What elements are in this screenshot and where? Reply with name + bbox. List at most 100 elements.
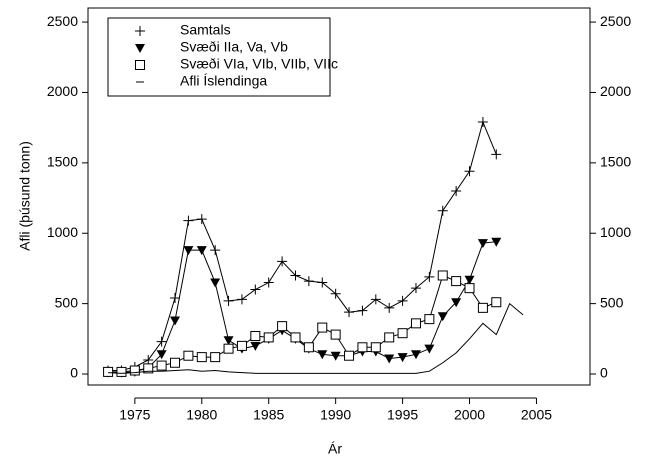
marker-triangle bbox=[451, 298, 462, 308]
marker-triangle bbox=[424, 344, 435, 354]
marker-triangle bbox=[183, 246, 194, 256]
marker-square bbox=[250, 331, 261, 342]
marker-plus bbox=[170, 293, 181, 303]
marker-plus bbox=[317, 277, 328, 288]
marker-triangle bbox=[223, 336, 234, 346]
marker-triangle bbox=[491, 237, 502, 247]
y2-tick-label: 500 bbox=[600, 294, 624, 310]
x-axis-label: Ár bbox=[328, 441, 342, 457]
marker-plus bbox=[263, 277, 274, 288]
y-tick-label: 1000 bbox=[47, 224, 78, 240]
marker-plus bbox=[397, 295, 408, 306]
legend-label: Svæði IIa, Va, Vb bbox=[180, 39, 288, 55]
marker-triangle bbox=[464, 275, 475, 285]
marker-plus bbox=[223, 295, 234, 306]
marker-plus bbox=[437, 205, 448, 216]
marker-plus bbox=[410, 283, 421, 294]
marker-plus bbox=[210, 245, 221, 256]
marker-square bbox=[210, 352, 221, 363]
legend-swatch bbox=[135, 60, 145, 70]
marker-triangle bbox=[330, 351, 341, 361]
series-line bbox=[108, 120, 497, 371]
marker-square bbox=[143, 363, 154, 374]
marker-square bbox=[317, 322, 328, 333]
marker-triangle bbox=[250, 341, 261, 351]
marker-square bbox=[303, 342, 314, 353]
marker-plus bbox=[464, 166, 475, 177]
marker-plus bbox=[183, 215, 194, 226]
marker-plus bbox=[370, 294, 381, 305]
y-tick-label: 2500 bbox=[47, 13, 78, 29]
marker-square bbox=[277, 321, 288, 332]
marker-plus bbox=[477, 117, 488, 128]
marker-square bbox=[464, 283, 475, 294]
marker-square bbox=[223, 343, 234, 354]
marker-plus bbox=[196, 214, 207, 225]
marker-square bbox=[129, 365, 140, 376]
marker-square bbox=[103, 366, 114, 377]
series-line bbox=[108, 274, 497, 373]
y2-tick-label: 1500 bbox=[600, 154, 631, 170]
marker-square bbox=[370, 342, 381, 353]
marker-square bbox=[477, 302, 488, 313]
legend-label: Svæði VIa, VIb, VIIb, VIIc bbox=[180, 56, 338, 72]
marker-plus bbox=[250, 284, 261, 295]
marker-triangle bbox=[170, 316, 181, 326]
marker-plus bbox=[451, 186, 462, 197]
marker-triangle bbox=[437, 312, 448, 322]
marker-triangle bbox=[477, 239, 488, 249]
legend-swatch bbox=[135, 44, 145, 53]
marker-square bbox=[116, 366, 127, 377]
marker-square bbox=[410, 318, 421, 329]
marker-triangle bbox=[210, 278, 221, 288]
x-tick-label: 1990 bbox=[320, 407, 351, 423]
marker-plus bbox=[424, 271, 435, 282]
marker-plus bbox=[357, 305, 368, 316]
marker-square bbox=[397, 328, 408, 339]
marker-triangle bbox=[317, 350, 328, 360]
y2-tick-label: 0 bbox=[600, 365, 608, 381]
marker-plus bbox=[491, 149, 502, 160]
marker-square bbox=[344, 350, 355, 361]
marker-plus bbox=[236, 294, 247, 305]
marker-square bbox=[491, 297, 502, 308]
y-tick-label: 0 bbox=[70, 365, 78, 381]
marker-square bbox=[263, 332, 274, 343]
y-tick-label: 1500 bbox=[47, 154, 78, 170]
x-tick-label: 2000 bbox=[454, 407, 485, 423]
marker-plus bbox=[290, 270, 301, 281]
marker-square bbox=[183, 350, 194, 361]
marker-square bbox=[196, 352, 207, 363]
marker-square bbox=[437, 270, 448, 281]
marker-plus bbox=[330, 288, 341, 299]
marker-square bbox=[290, 332, 301, 343]
y-tick-label: 500 bbox=[55, 294, 79, 310]
x-tick-label: 1985 bbox=[253, 407, 284, 423]
x-tick-label: 2005 bbox=[521, 407, 552, 423]
marker-square bbox=[357, 342, 368, 353]
marker-triangle bbox=[397, 353, 408, 363]
marker-triangle bbox=[196, 246, 207, 256]
series-line bbox=[108, 241, 497, 374]
marker-plus bbox=[277, 256, 288, 267]
y-tick-label: 2000 bbox=[47, 83, 78, 99]
x-tick-label: 1995 bbox=[387, 407, 418, 423]
marker-triangle bbox=[156, 350, 167, 360]
marker-square bbox=[236, 340, 247, 351]
plot-frame bbox=[87, 7, 591, 386]
legend-label: Samtals bbox=[180, 22, 231, 38]
y-axis-label: Afli (þúsund tonn) bbox=[17, 141, 33, 251]
marker-square bbox=[170, 357, 181, 368]
marker-square bbox=[156, 360, 167, 371]
legend-label: Afli Íslendinga bbox=[180, 73, 267, 89]
x-tick-label: 1980 bbox=[186, 407, 217, 423]
y2-tick-label: 2500 bbox=[600, 13, 631, 29]
series-line bbox=[108, 302, 524, 374]
marker-square bbox=[424, 314, 435, 325]
x-tick-label: 1975 bbox=[119, 407, 150, 423]
marker-plus bbox=[344, 307, 355, 318]
marker-plus bbox=[156, 336, 167, 347]
marker-triangle bbox=[410, 350, 421, 360]
marker-square bbox=[451, 276, 462, 287]
